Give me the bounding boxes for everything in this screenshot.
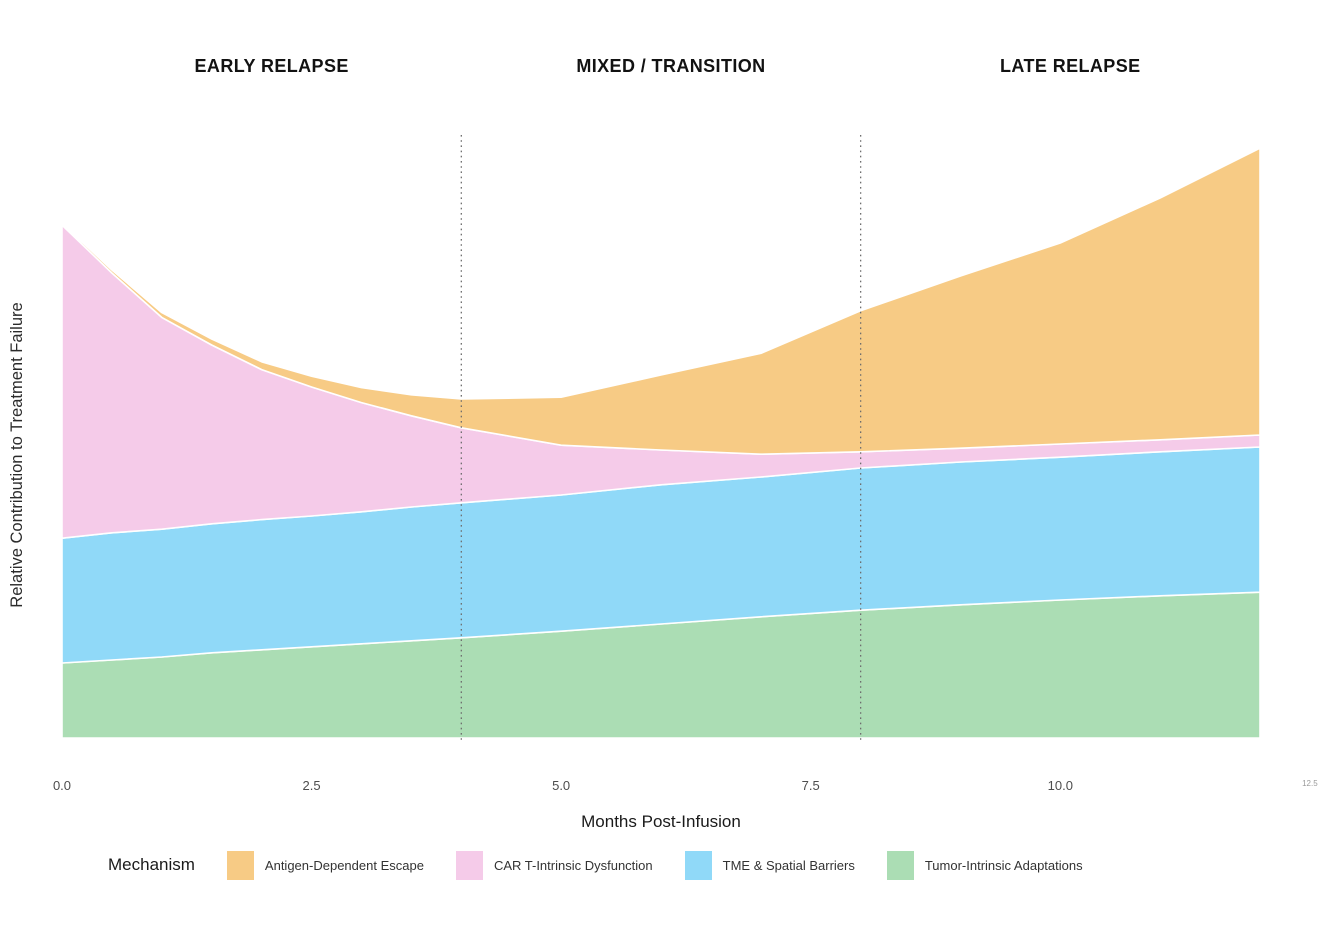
legend-label: Antigen-Dependent Escape xyxy=(264,857,424,873)
x-axis-title: Months Post-Infusion xyxy=(581,812,741,831)
phase-label-late-relapse: LATE RELAPSE xyxy=(1000,56,1141,76)
legend-key-car-t-intrinsic-dysfunction xyxy=(455,850,483,880)
legend-item: Antigen-Dependent Escape xyxy=(226,850,424,880)
legend-label: TME & Spatial Barriers xyxy=(722,857,855,873)
legend-item: TME & Spatial Barriers xyxy=(684,850,855,880)
x-tick-label: 10.0 xyxy=(1047,778,1073,793)
phase-label-mixed-transition: MIXED / TRANSITION xyxy=(576,56,766,76)
area-antigen-dependent-escape xyxy=(61,147,1261,455)
legend-key-tme-spatial-barriers xyxy=(684,850,712,880)
legend-title: Mechanism xyxy=(108,855,195,874)
legend-item: Tumor-Intrinsic Adaptations xyxy=(886,850,1083,880)
phase-label-early-relapse: EARLY RELAPSE xyxy=(194,56,349,76)
legend: Mechanism Antigen-Dependent Escape CAR T… xyxy=(108,849,1083,881)
x-tick-label: 7.5 xyxy=(801,778,820,793)
x-tick-label: 5.0 xyxy=(552,778,571,793)
x-axis-ticks: 0.0 2.5 5.0 7.5 10.0 12.5 xyxy=(0,778,1320,796)
plot-area xyxy=(61,135,1261,740)
x-tick-label: 12.5 xyxy=(1302,779,1318,788)
legend-key-tumor-intrinsic-adaptations xyxy=(886,850,914,880)
legend-label: Tumor-Intrinsic Adaptations xyxy=(924,857,1083,873)
x-tick-label: 2.5 xyxy=(302,778,321,793)
legend-label: CAR T-Intrinsic Dysfunction xyxy=(493,857,653,873)
x-tick-label: 0.0 xyxy=(52,778,72,793)
legend-item: CAR T-Intrinsic Dysfunction xyxy=(455,850,653,880)
legend-key-antigen-dependent-escape xyxy=(226,850,254,880)
